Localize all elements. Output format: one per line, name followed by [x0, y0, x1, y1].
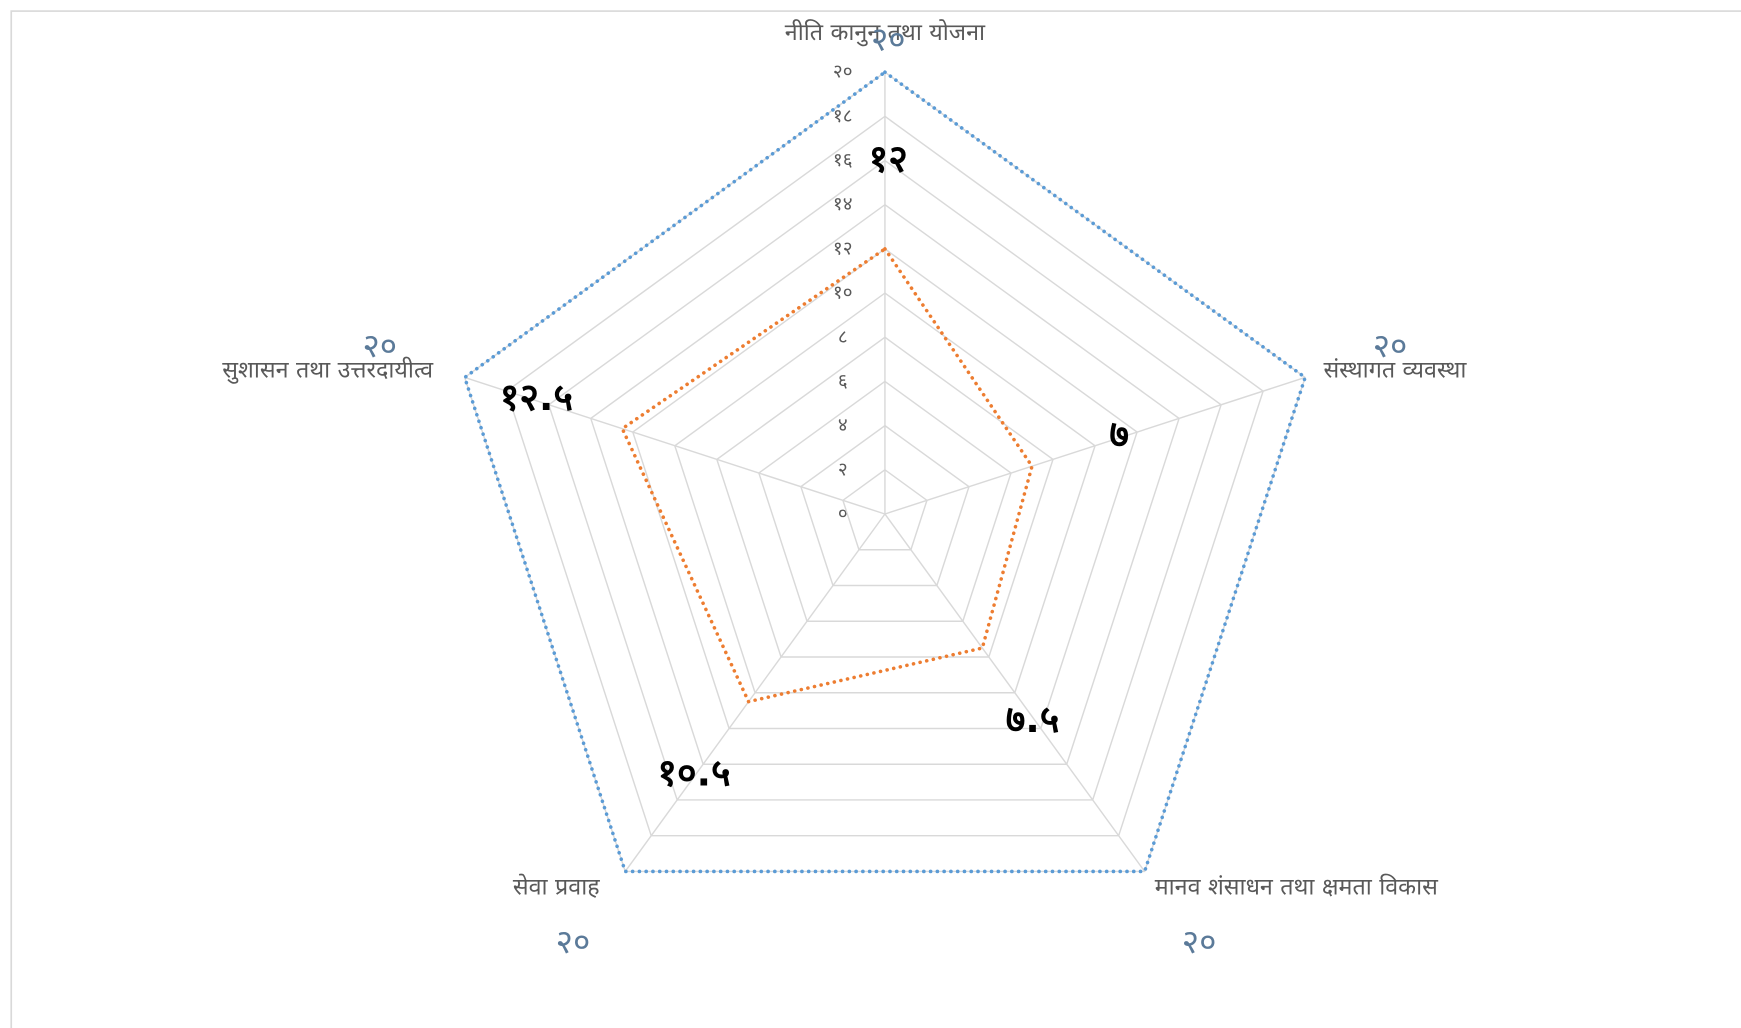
category-label: नीति कानुन तथा योजना — [785, 19, 986, 47]
grid-ring — [589, 203, 1180, 765]
data-label: १२.५ — [500, 375, 573, 419]
category-label: संस्थागत व्यवस्था — [1323, 356, 1467, 383]
category-label: सेवा प्रवाह — [513, 874, 600, 901]
data-label: २० — [1373, 326, 1408, 365]
radial-tick-label: १४ — [833, 193, 853, 215]
grid-ring — [505, 115, 1264, 837]
grid-ring — [758, 380, 1012, 622]
category-label: सुशासन तथा उत्तरदायीत्व — [222, 356, 434, 384]
data-label: २० — [556, 922, 591, 961]
grid-ring — [715, 336, 1054, 658]
radial-tick-label: ४ — [838, 414, 848, 436]
radial-tick-label: २० — [833, 61, 853, 83]
data-label: १२ — [869, 136, 908, 180]
grid-ring — [547, 159, 1222, 801]
data-label: २० — [871, 20, 906, 59]
data-label: ७ — [1109, 412, 1129, 456]
data-label: २० — [1182, 922, 1217, 961]
series-line — [462, 69, 1308, 874]
spoke — [884, 513, 1146, 872]
chart-frame — [10, 10, 1741, 1028]
radial-tick-label: ८ — [838, 326, 848, 348]
radial-tick-label: २ — [838, 458, 848, 480]
grid-ring — [800, 424, 970, 587]
series-line — [620, 246, 1034, 704]
radial-tick-label: १० — [833, 282, 853, 304]
radial-tick-label: १८ — [833, 105, 853, 127]
radial-tick-label: ० — [838, 503, 848, 525]
grid-ring — [631, 248, 1138, 730]
radial-tick-label: ६ — [838, 370, 848, 392]
radial-tick-label: १२ — [833, 237, 853, 259]
spoke — [884, 376, 1306, 515]
data-label: २० — [362, 326, 397, 365]
data-label: ७.५ — [1006, 697, 1060, 741]
data-label: १०.५ — [657, 750, 730, 794]
grid-ring — [842, 468, 928, 551]
category-label: मानव शंसाधन तथा क्षमता विकास — [1155, 874, 1439, 901]
radial-tick-label: १६ — [833, 149, 853, 171]
spoke — [624, 513, 886, 872]
spoke — [464, 376, 886, 515]
grid-ring — [673, 292, 1096, 694]
